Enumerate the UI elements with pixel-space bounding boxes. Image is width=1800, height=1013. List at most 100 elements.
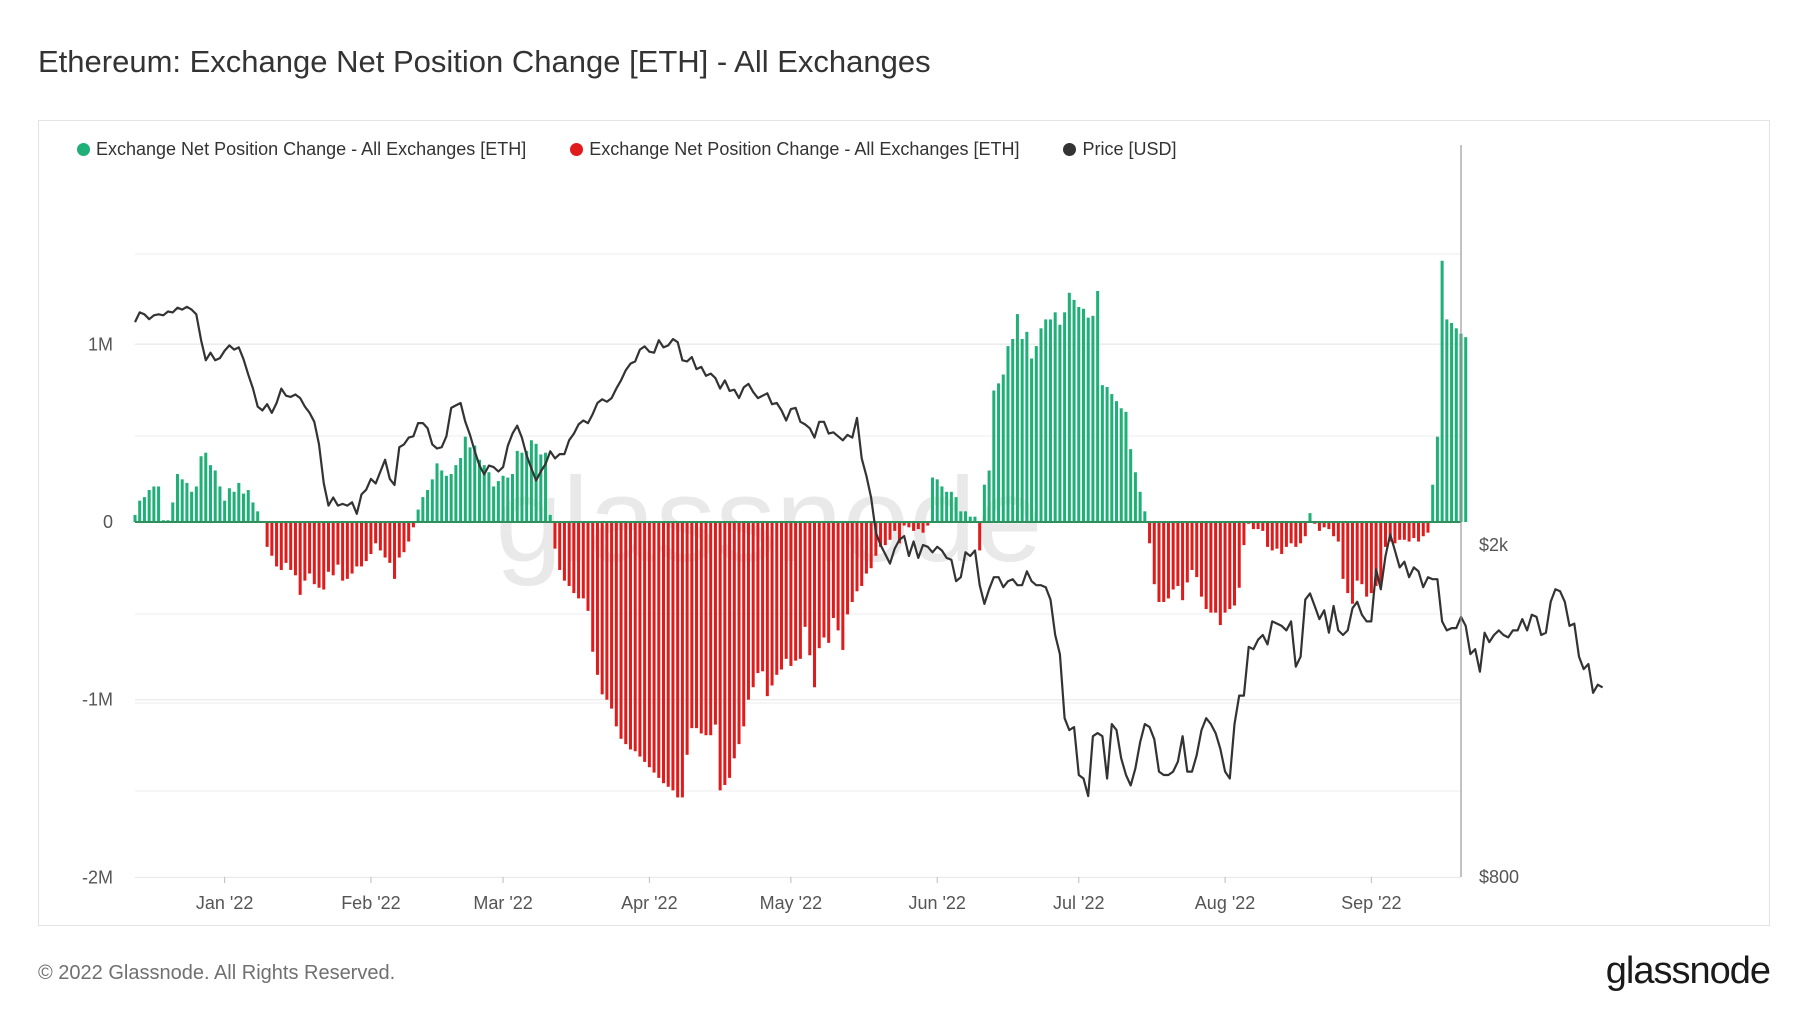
- bar-negative: [284, 522, 288, 563]
- bar-positive: [492, 486, 496, 522]
- bar-positive: [1431, 484, 1435, 522]
- bar-positive: [1034, 346, 1038, 522]
- bar-positive: [477, 459, 481, 522]
- bar-positive: [454, 465, 458, 522]
- bar-negative: [775, 522, 779, 675]
- bar-positive: [1020, 338, 1024, 522]
- brand-logo: glassnode: [1605, 950, 1771, 992]
- bar-positive: [190, 491, 194, 522]
- bar-positive: [935, 479, 939, 522]
- bar-negative: [378, 522, 382, 551]
- bar-negative: [1350, 522, 1354, 604]
- bar-positive: [1464, 337, 1468, 522]
- bar-negative: [662, 522, 666, 784]
- bar-positive: [185, 482, 189, 522]
- bar-negative: [822, 522, 826, 638]
- bar-negative: [756, 522, 760, 674]
- bar-negative: [624, 522, 628, 745]
- bar-negative: [336, 522, 340, 565]
- bar-positive: [1445, 319, 1449, 522]
- legend-item-negative[interactable]: Exchange Net Position Change - All Excha…: [570, 139, 1019, 160]
- bar-negative: [586, 522, 590, 611]
- y-right-tick-label: $800: [1479, 867, 1519, 887]
- bar-negative: [638, 522, 642, 757]
- bar-negative: [746, 522, 750, 700]
- bar-positive: [227, 488, 231, 522]
- bar-negative: [1209, 522, 1213, 613]
- bar-negative: [369, 522, 373, 554]
- bar-positive: [468, 447, 472, 522]
- bar-negative: [893, 522, 897, 531]
- bar-negative: [326, 522, 330, 572]
- bar-positive: [251, 502, 255, 522]
- bar-negative: [803, 522, 807, 627]
- bar-negative: [610, 522, 614, 709]
- x-tick-label: Jul '22: [1053, 893, 1104, 913]
- bar-negative: [1289, 522, 1293, 544]
- bar-negative: [298, 522, 302, 595]
- bar-negative: [397, 522, 401, 558]
- bar-positive: [520, 452, 524, 522]
- bar-positive: [1011, 338, 1015, 522]
- bar-negative: [1232, 522, 1236, 606]
- bar-negative: [567, 522, 571, 586]
- bar-positive: [435, 463, 439, 522]
- bar-positive: [1077, 306, 1081, 522]
- bar-positive: [218, 486, 222, 522]
- bar-negative: [628, 522, 632, 750]
- legend-item-positive[interactable]: Exchange Net Position Change - All Excha…: [77, 139, 526, 160]
- bar-negative: [275, 522, 279, 567]
- y-left-tick-label: 0: [103, 512, 113, 532]
- bar-negative: [794, 522, 798, 661]
- bar-positive: [199, 456, 203, 522]
- bar-negative: [1369, 522, 1373, 594]
- bar-positive: [1133, 472, 1137, 522]
- legend-item-price[interactable]: Price [USD]: [1063, 139, 1177, 160]
- bar-negative: [817, 522, 821, 649]
- bar-positive: [1124, 411, 1128, 522]
- bar-negative: [402, 522, 406, 553]
- bar-negative: [699, 522, 703, 734]
- bar-negative: [355, 522, 359, 567]
- x-tick-label: Feb '22: [341, 893, 400, 913]
- bar-negative: [831, 522, 835, 618]
- bar-negative: [303, 522, 307, 581]
- bar-negative: [770, 522, 774, 686]
- bar-positive: [1138, 491, 1142, 522]
- bar-negative: [1266, 522, 1270, 547]
- bar-negative: [1251, 522, 1255, 530]
- bar-negative: [572, 522, 576, 594]
- bar-negative: [737, 522, 741, 745]
- bar-negative: [690, 522, 694, 729]
- bar-negative: [1275, 522, 1279, 549]
- bar-negative: [1402, 522, 1406, 540]
- bar-negative: [685, 522, 689, 755]
- bar-negative: [732, 522, 736, 759]
- bar-negative: [1162, 522, 1166, 602]
- bar-negative: [765, 522, 769, 697]
- bar-positive: [1454, 328, 1458, 522]
- x-tick-label: Apr '22: [621, 893, 677, 913]
- bar-negative: [1176, 522, 1180, 586]
- bar-negative: [713, 522, 717, 725]
- y-left-tick-label: -1M: [82, 690, 113, 710]
- bar-positive: [204, 452, 208, 522]
- bar-positive: [1143, 511, 1147, 522]
- bar-positive: [506, 477, 510, 522]
- bar-negative: [841, 522, 845, 650]
- bar-negative: [411, 522, 415, 528]
- bar-positive: [1039, 328, 1043, 522]
- legend-dot-negative: [570, 143, 584, 156]
- x-tick-label: Sep '22: [1341, 893, 1402, 913]
- bar-negative: [600, 522, 604, 695]
- bar-positive: [1096, 290, 1100, 522]
- x-tick-label: Mar '22: [473, 893, 532, 913]
- bar-negative: [1421, 522, 1425, 537]
- bar-negative: [695, 522, 699, 729]
- bar-positive: [449, 474, 453, 522]
- bar-negative: [1332, 522, 1336, 537]
- bar-positive: [152, 486, 156, 522]
- legend-dot-positive: [77, 143, 90, 156]
- bar-negative: [864, 522, 868, 574]
- bar-positive: [1119, 408, 1123, 522]
